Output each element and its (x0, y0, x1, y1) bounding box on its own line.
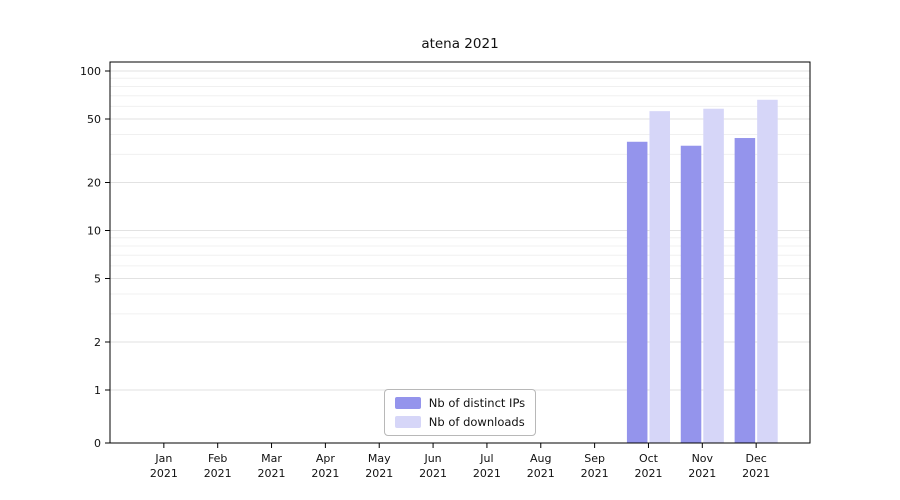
legend-item-downloads: Nb of downloads (394, 415, 525, 429)
x-tick-label-year: 2021 (365, 467, 393, 480)
x-tick-label-year: 2021 (311, 467, 339, 480)
x-tick-label-year: 2021 (204, 467, 232, 480)
legend: Nb of distinct IPs Nb of downloads (383, 389, 537, 436)
legend-swatch-distinct-ips (394, 397, 421, 409)
plot-border (109, 61, 811, 444)
legend-wrap: Nb of distinct IPs Nb of downloads (110, 389, 810, 436)
chart-title: atena 2021 (421, 36, 499, 52)
y-tick-label: 0 (94, 437, 101, 450)
x-tick-label-month: Jul (479, 452, 493, 465)
bar-nov-distinct-ips (680, 145, 702, 443)
x-tick-label-month: May (368, 452, 391, 465)
x-tick-label-year: 2021 (581, 467, 609, 480)
legend-item-distinct-ips: Nb of distinct IPs (394, 396, 526, 410)
x-tick-label-month: Dec (746, 452, 767, 465)
x-tick-label-year: 2021 (527, 467, 555, 480)
x-tick-label-month: Feb (208, 452, 227, 465)
legend-swatch-downloads (394, 416, 421, 428)
x-tick-label-year: 2021 (150, 467, 178, 480)
bar-dec-downloads (757, 99, 778, 443)
y-tick-label: 2 (94, 336, 101, 349)
x-tick-label-year: 2021 (473, 467, 501, 480)
x-tick-label-year: 2021 (258, 467, 286, 480)
x-tick-label-month: Oct (639, 452, 659, 465)
y-tick-label: 20 (87, 176, 101, 189)
y-tick-label: 5 (94, 273, 101, 286)
x-tick-label-year: 2021 (688, 467, 716, 480)
x-tick-label-year: 2021 (419, 467, 447, 480)
x-tick-label-month: Aug (530, 452, 551, 465)
x-tick-label-month: Apr (316, 452, 336, 465)
legend-label-downloads: Nb of downloads (428, 415, 525, 429)
y-tick-label: 10 (87, 225, 101, 238)
y-tick-label: 1 (94, 384, 101, 397)
bar-dec-distinct-ips (734, 138, 756, 443)
y-tick-label: 50 (87, 113, 101, 126)
bar-oct-distinct-ips (626, 141, 648, 443)
y-tick-label: 100 (80, 65, 101, 78)
x-tick-label-month: Nov (692, 452, 714, 465)
bar-oct-downloads (649, 111, 670, 444)
x-tick-label-month: Jan (154, 452, 172, 465)
legend-label-distinct-ips: Nb of distinct IPs (428, 396, 526, 410)
x-tick-label-year: 2021 (742, 467, 770, 480)
x-tick-label-month: Jun (423, 452, 441, 465)
x-tick-label-month: Mar (261, 452, 282, 465)
x-tick-label-month: Sep (584, 452, 605, 465)
bar-nov-downloads (703, 108, 724, 443)
x-tick-label-year: 2021 (634, 467, 662, 480)
